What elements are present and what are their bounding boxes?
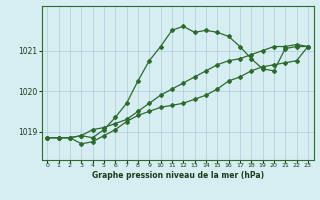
X-axis label: Graphe pression niveau de la mer (hPa): Graphe pression niveau de la mer (hPa): [92, 171, 264, 180]
